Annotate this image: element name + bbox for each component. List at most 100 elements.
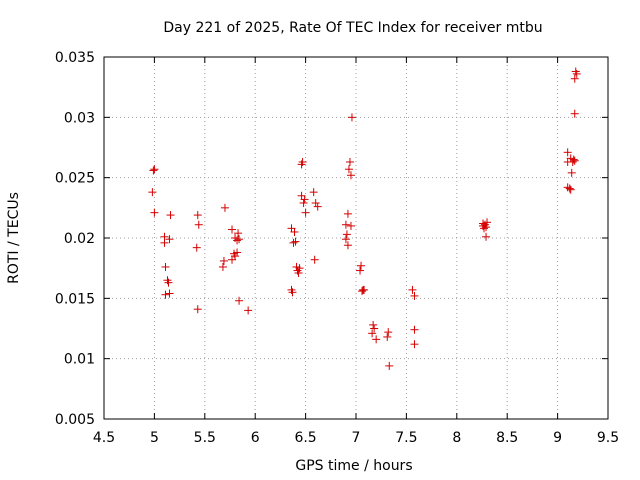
y-tick-label: 0.015 [55,291,95,307]
y-tick-label: 0.005 [55,412,95,428]
data-point [383,332,392,341]
x-axis-title: GPS time / hours [295,458,412,474]
data-point [480,224,489,233]
data-point [569,155,578,164]
data-point [294,268,303,277]
data-point [369,320,378,329]
data-point [410,340,419,349]
data-point [298,157,307,166]
data-point [341,235,350,244]
data-point [572,69,581,78]
x-tick-label: 8 [452,430,461,446]
data-point [313,202,322,211]
axis-ticks: 4.5 5 5.5 6 6.5 7 7.5 8 8.5 9 9.5 0.005 0.01 0.015 0.0… [55,50,619,446]
data-point [228,255,237,264]
data-point [570,109,579,118]
data-point [165,289,174,298]
x-tick-label: 5 [150,430,159,446]
data-point [410,291,419,300]
data-point [309,188,318,197]
data-point [343,241,352,250]
x-tick-label: 8.5 [496,430,518,446]
data-point [193,305,202,314]
data-point [344,165,353,174]
data-point [347,113,356,122]
data-point [341,220,350,229]
x-tick-label: 5.5 [194,430,216,446]
data-point [161,262,170,271]
y-tick-label: 0.02 [64,231,95,247]
data-point [150,208,159,217]
data-point [346,221,355,230]
data-point [300,195,309,204]
data-point [360,285,369,294]
data-point [372,335,381,344]
data-point [479,219,488,228]
x-tick-label: 4.5 [93,430,115,446]
data-point [345,157,354,166]
data-point [368,329,377,338]
x-tick-label: 9.5 [597,430,619,446]
data-point [161,290,170,299]
data-point [385,361,394,370]
data-point [408,285,417,294]
data-point [410,325,419,334]
x-tick-label: 6 [251,430,260,446]
data-point [233,248,242,257]
y-tick-label: 0.035 [55,50,95,66]
data-point [194,220,203,229]
data-point [233,236,242,245]
data-point [357,261,366,270]
data-point [166,211,175,220]
data-point [165,235,174,244]
data-point [164,278,173,287]
data-point [289,238,298,247]
data-point [290,227,299,236]
data-point [295,264,304,273]
data-point [218,262,227,271]
data-point [384,328,393,337]
chart-title: Day 221 of 2025, Rate Of TEC Index for r… [163,20,542,36]
data-point [299,199,308,208]
data-point [563,157,572,166]
y-tick-label: 0.025 [55,171,95,187]
data-point [566,185,575,194]
data-point [356,266,365,275]
data-point [228,225,237,234]
data-point [193,211,202,220]
gridlines [104,57,608,419]
data-point [291,237,300,246]
data-point [311,199,320,208]
data-point [220,203,229,212]
data-point [235,296,244,305]
data-point [219,256,228,265]
x-tick-label: 9 [553,430,562,446]
data-point [358,287,367,296]
data-point [149,166,158,175]
data-point [370,324,379,333]
data-point [301,208,310,217]
data-point [570,74,579,83]
data-point [565,184,574,193]
data-point [346,171,355,180]
data-point [288,288,297,297]
data-point [150,165,159,174]
data-point [567,168,576,177]
y-axis-title: ROTI / TECUs [6,192,22,284]
x-tick-label: 6.5 [294,430,316,446]
data-point [192,243,201,252]
data-point [244,306,253,315]
data-point [343,209,352,218]
data-point [310,255,319,264]
data-point [570,156,579,165]
data-point [235,235,244,244]
x-tick-label: 7 [352,430,361,446]
data-point [342,230,351,239]
data-point [148,188,157,197]
y-tick-label: 0.01 [64,352,95,368]
x-tick-label: 7.5 [395,430,417,446]
data-point [234,229,243,238]
data-point [160,238,169,247]
data-points [148,67,581,370]
